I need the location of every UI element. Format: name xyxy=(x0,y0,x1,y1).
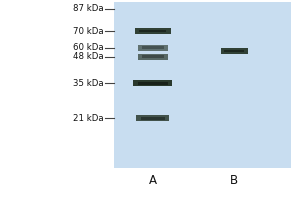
FancyBboxPatch shape xyxy=(141,117,165,120)
Text: 87 kDa: 87 kDa xyxy=(73,4,103,13)
Text: 70 kDa: 70 kDa xyxy=(73,27,103,36)
FancyBboxPatch shape xyxy=(134,80,172,86)
Text: B: B xyxy=(230,173,238,186)
FancyBboxPatch shape xyxy=(138,82,168,85)
FancyBboxPatch shape xyxy=(142,55,164,58)
Text: 60 kDa: 60 kDa xyxy=(73,43,103,52)
FancyBboxPatch shape xyxy=(140,30,166,32)
Text: 21 kDa: 21 kDa xyxy=(73,114,103,123)
FancyBboxPatch shape xyxy=(138,54,168,60)
FancyBboxPatch shape xyxy=(135,28,171,34)
FancyBboxPatch shape xyxy=(224,50,244,52)
FancyBboxPatch shape xyxy=(142,46,164,49)
FancyBboxPatch shape xyxy=(138,45,168,51)
Text: A: A xyxy=(149,173,157,186)
FancyBboxPatch shape xyxy=(114,2,291,168)
FancyBboxPatch shape xyxy=(221,48,248,54)
Text: 48 kDa: 48 kDa xyxy=(73,52,103,61)
Text: 35 kDa: 35 kDa xyxy=(73,79,103,88)
FancyBboxPatch shape xyxy=(136,115,169,121)
